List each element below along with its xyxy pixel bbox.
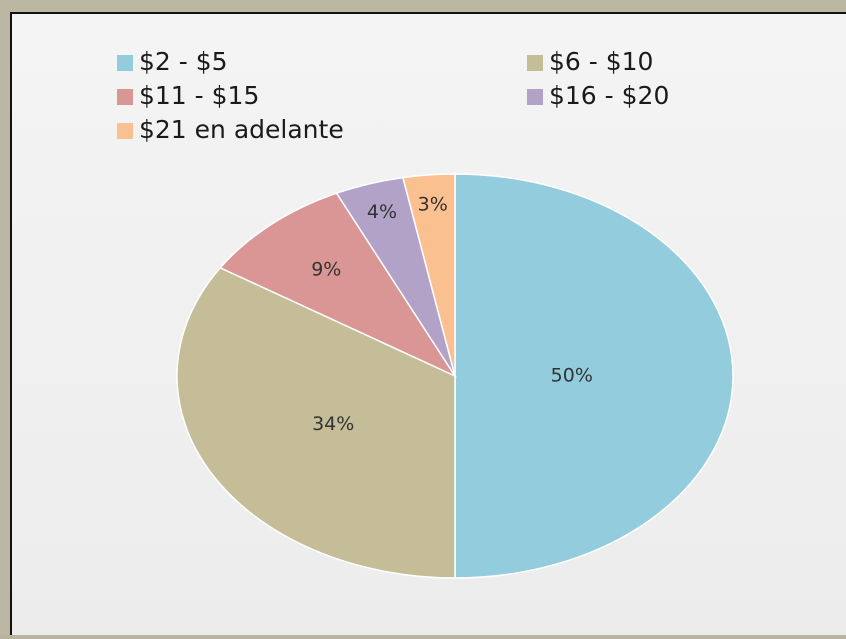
data-label: 4% (367, 201, 397, 223)
legend-label: $21 en adelante (139, 115, 344, 144)
data-label: 34% (312, 413, 354, 435)
legend-swatch (117, 89, 133, 105)
data-label: 50% (551, 365, 593, 387)
data-label: 3% (418, 194, 448, 216)
pie-slice (454, 173, 734, 579)
legend-label: $16 - $20 (549, 81, 669, 110)
data-label: 9% (311, 258, 341, 280)
legend-label: $6 - $10 (549, 47, 653, 76)
pie-slice (176, 266, 456, 579)
legend-swatch (117, 123, 133, 139)
pie-slice (401, 173, 456, 377)
legend-swatch (117, 55, 133, 71)
legend-label: $11 - $15 (139, 81, 259, 110)
pie-slice (219, 192, 458, 378)
legend-swatch (527, 89, 543, 105)
legend-swatch (527, 55, 543, 71)
legend-label: $2 - $5 (139, 47, 228, 76)
